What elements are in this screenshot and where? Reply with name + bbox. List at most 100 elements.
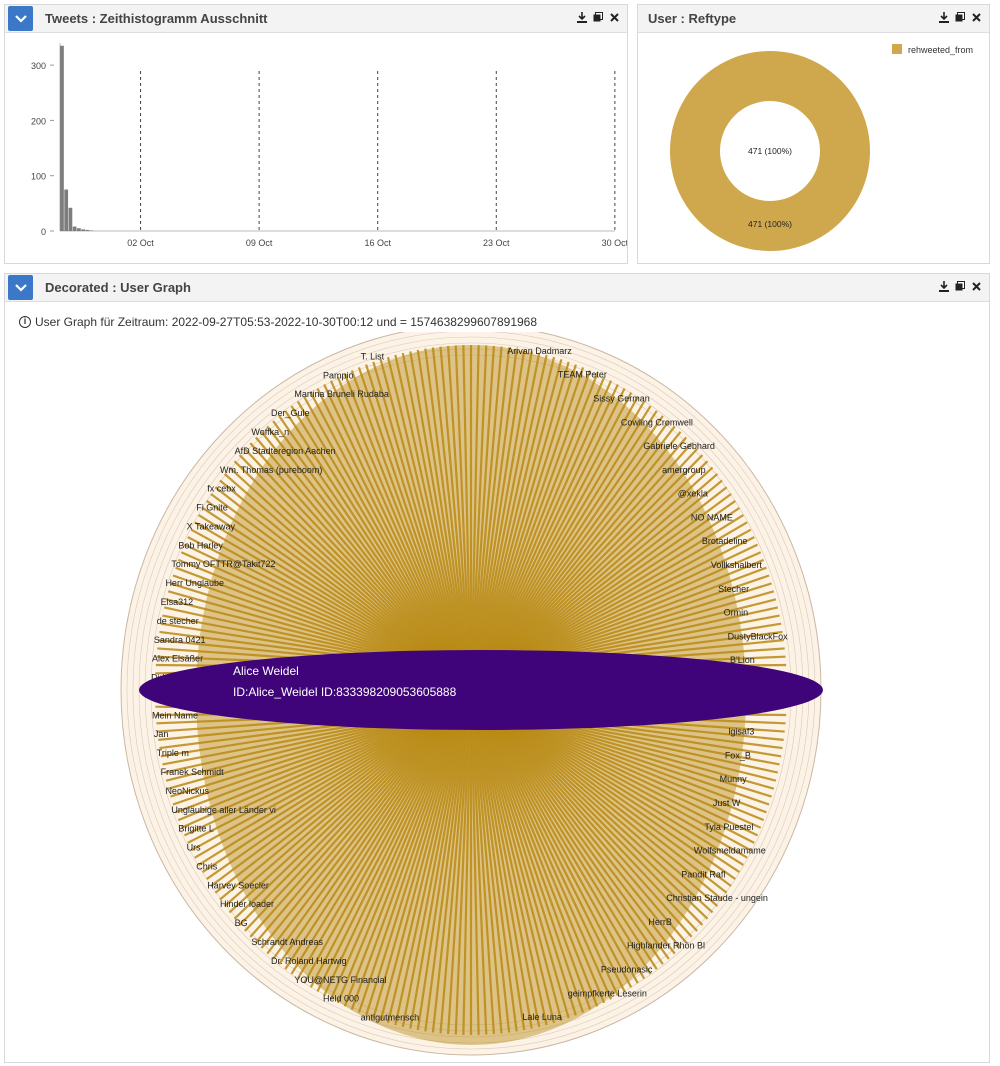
graph-edge — [487, 711, 652, 975]
graph-edge — [214, 711, 448, 894]
close-icon[interactable] — [971, 11, 981, 23]
graph-edge — [372, 361, 463, 669]
graph-node-label: Pseudonasic — [601, 965, 653, 975]
graph-edge — [483, 384, 619, 669]
graph-edge — [475, 351, 533, 669]
graph-edge — [482, 376, 606, 669]
graph-edge — [244, 711, 451, 932]
graph-edge — [409, 351, 467, 669]
graph-edge — [447, 345, 470, 669]
graph-edge — [483, 711, 613, 1000]
graph-edge — [343, 373, 461, 669]
graph-node-label: Pandit Rafl — [681, 869, 725, 879]
graph-edge — [177, 558, 444, 670]
graph-info-text: User Graph für Zeitraum: 2022-09-27T05:5… — [35, 315, 538, 329]
donut-slice — [670, 51, 870, 251]
maximize-icon[interactable] — [955, 11, 965, 23]
graph-edge — [497, 711, 752, 852]
graph-edge — [329, 711, 459, 1000]
center-node-id: ID:Alice_Weidel ID:833398209053605888 — [233, 685, 457, 699]
graph-edge — [228, 466, 449, 669]
graph-node-label: Pampio — [323, 370, 354, 380]
y-tick-label: 0 — [41, 227, 46, 237]
graph-node-label: @xekla — [678, 489, 708, 499]
graph-edge — [489, 711, 676, 955]
download-icon[interactable] — [939, 280, 949, 292]
graph-node-label: Schrandt Andreas — [251, 937, 323, 947]
graph-node-label: Vollkshalbert — [711, 560, 763, 570]
graph-edge — [439, 346, 470, 669]
graph-edge — [228, 711, 449, 914]
graph-edge — [296, 711, 456, 980]
download-icon[interactable] — [577, 11, 587, 23]
graph-edge — [198, 514, 446, 669]
graph-edge — [474, 348, 518, 669]
reftype-donut-chart: 471 (100%) 471 (100%) rehweeted_from — [670, 44, 973, 251]
graph-edge — [496, 711, 748, 859]
histogram-bar — [72, 226, 77, 231]
graph-edge — [486, 711, 646, 980]
graph-node-label: Cowling Cromwell — [621, 417, 693, 427]
graph-edge — [483, 380, 613, 669]
graph-edge — [494, 711, 728, 894]
graph-edge — [350, 711, 461, 1010]
histogram-bar — [60, 45, 64, 231]
user-graph-canvas: T. List Pampio Martina Bruneli Rudaba Der_G… — [120, 332, 823, 1056]
chevron-down-icon[interactable] — [8, 275, 33, 300]
graph-node-label: Ungläubige aller Länder vi — [171, 805, 276, 815]
x-tick-label: 16 Oct — [364, 238, 391, 248]
graph-node-label: Tommy OFTTR@Takit722 — [171, 559, 275, 569]
graph-edge — [485, 392, 633, 669]
graph-edge — [492, 711, 704, 926]
graph-node-label: Christian Staude - ungein — [666, 893, 768, 903]
x-tick-label: 09 Oct — [246, 238, 273, 248]
graph-edge — [201, 711, 447, 873]
graph-edge — [488, 415, 664, 669]
graph-edge — [495, 493, 732, 669]
graph-edge — [479, 711, 570, 1019]
user-graph-panel-tools — [939, 280, 981, 292]
graph-edge — [496, 514, 744, 669]
graph-edge — [343, 711, 461, 1007]
graph-edge — [290, 405, 455, 669]
graph-edge — [214, 486, 448, 669]
graph-node-label: Bob Harley — [178, 540, 223, 550]
graph-edge — [481, 711, 592, 1010]
graph-node-label: antigutmensch — [361, 1013, 420, 1023]
graph-node-label: BG — [235, 918, 248, 928]
graph-edge — [494, 479, 723, 669]
graph-edge — [316, 711, 458, 993]
download-icon[interactable] — [939, 11, 949, 23]
graph-node-label: Herr Unglaube — [165, 578, 224, 588]
graph-node-label: YOU@NETG Financial — [294, 975, 386, 985]
graph-edge — [486, 400, 646, 669]
graph-edge — [477, 711, 548, 1026]
graph-edge — [290, 711, 455, 975]
close-icon[interactable] — [971, 280, 981, 292]
x-tick-label: 02 Oct — [127, 238, 154, 248]
graph-edge — [284, 410, 455, 669]
graph-node-label: Fi Gnite — [196, 503, 228, 513]
graph-edge — [475, 711, 533, 1029]
graph-node-label: Sissy German — [593, 393, 650, 403]
graph-edge — [336, 711, 460, 1004]
maximize-icon[interactable] — [593, 11, 603, 23]
chevron-down-icon[interactable] — [8, 6, 33, 31]
graph-edge — [497, 543, 759, 669]
graph-edge — [190, 528, 445, 669]
graph-edge — [431, 711, 469, 1033]
graph-edge — [470, 711, 480, 1035]
graph-node-label: Triple m — [157, 748, 189, 758]
graph-edge — [296, 400, 456, 669]
histogram-panel-title: Tweets : Zeithistogramm Ausschnitt — [45, 11, 268, 26]
maximize-icon[interactable] — [955, 280, 965, 292]
graph-edge — [493, 711, 714, 914]
close-icon[interactable] — [609, 11, 619, 23]
graph-edge — [336, 376, 460, 669]
graph-edge — [477, 356, 556, 669]
graph-node-label: Urs — [187, 843, 201, 853]
graph-edge — [350, 370, 461, 669]
graph-edge — [462, 711, 472, 1035]
graph-edge — [260, 711, 452, 949]
graph-node-label: T. List — [361, 351, 385, 361]
